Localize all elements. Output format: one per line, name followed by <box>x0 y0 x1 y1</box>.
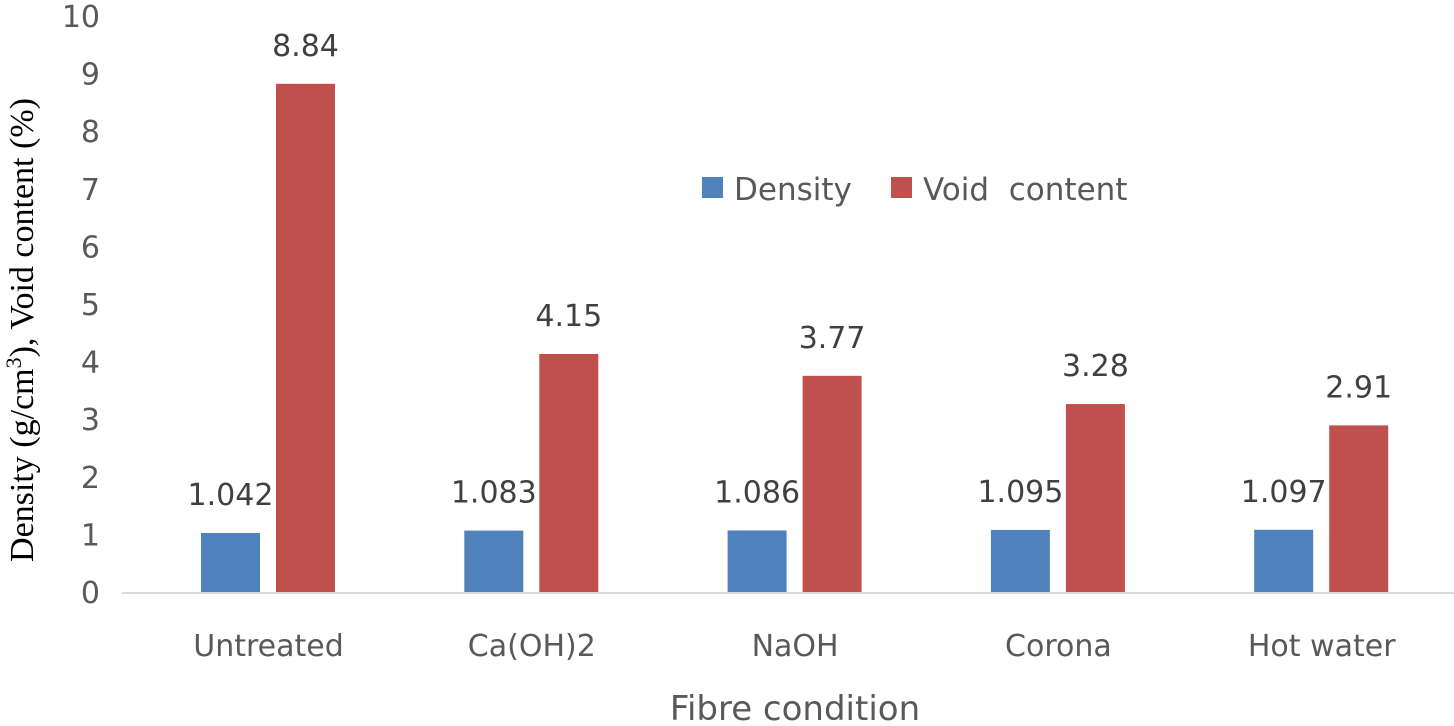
void-content-value-label-2: 4.15 <box>535 299 602 334</box>
y-tick-label: 10 <box>62 0 100 35</box>
y-tick-label: 1 <box>81 518 100 553</box>
bars <box>201 83 1389 593</box>
void-content-value-label-3: 3.77 <box>799 321 866 356</box>
y-axis-ticks: 0 1 2 3 4 5 6 7 8 9 10 <box>62 0 100 611</box>
void-content-bar-2 <box>539 353 599 593</box>
y-tick-label: 4 <box>81 346 100 381</box>
y-tick-label: 3 <box>81 403 100 438</box>
legend-label-2: Void content <box>923 172 1127 208</box>
y-tick-label: 6 <box>81 230 100 265</box>
y-axis-title-post: ), Void content (%) <box>4 98 41 357</box>
density-value-label-1: 1.042 <box>188 478 274 513</box>
void-content-value-label-1: 8.84 <box>272 29 339 64</box>
density-value-label-5: 1.097 <box>1241 475 1327 510</box>
density-bar-3 <box>727 530 787 593</box>
legend-swatch-2 <box>891 177 912 198</box>
density-value-label-3: 1.086 <box>714 475 800 510</box>
y-axis-title-pre: Density (g/cm <box>4 368 41 562</box>
x-category-label: NaOH <box>752 629 839 664</box>
void-content-bar-3 <box>802 375 862 593</box>
y-tick-label: 2 <box>81 461 100 496</box>
y-axis-title-sup: 3 <box>1 357 26 368</box>
void-content-bar-5 <box>1329 425 1389 593</box>
density-bar-4 <box>990 529 1050 593</box>
density-bar-2 <box>464 530 524 593</box>
x-category-label: Ca(OH)2 <box>468 629 596 664</box>
y-tick-label: 5 <box>81 288 100 323</box>
void-content-value-label-4: 3.28 <box>1062 349 1129 384</box>
data-labels: 1.042 8.84 1.083 4.15 1.086 3.77 1.095 3.28 1.09… <box>188 29 1393 513</box>
density-bar-1 <box>201 532 260 593</box>
y-tick-label: 0 <box>81 576 100 611</box>
y-tick-label: 8 <box>81 115 100 150</box>
legend-label-1: Density <box>734 172 852 208</box>
void-content-value-label-5: 2.91 <box>1325 370 1392 405</box>
x-axis-categories: Untreated Ca(OH)2 NaOH Corona Hot water <box>193 629 1396 664</box>
density-value-label-2: 1.083 <box>451 476 537 511</box>
legend-swatch-1 <box>702 177 723 198</box>
x-category-label: Hot water <box>1248 629 1396 664</box>
y-tick-label: 9 <box>81 58 100 93</box>
legend: Density Void content <box>702 172 1127 208</box>
void-content-bar-4 <box>1065 404 1125 593</box>
density-bar-5 <box>1254 529 1314 593</box>
y-axis-title: Density (g/cm3), Void content (%) <box>1 98 41 562</box>
y-tick-label: 7 <box>81 173 100 208</box>
void-content-bar-1 <box>276 83 335 593</box>
x-category-label: Corona <box>1005 629 1112 664</box>
x-axis-title: Fibre condition <box>670 689 920 726</box>
density-value-label-4: 1.095 <box>977 475 1063 510</box>
x-category-label: Untreated <box>193 629 344 664</box>
